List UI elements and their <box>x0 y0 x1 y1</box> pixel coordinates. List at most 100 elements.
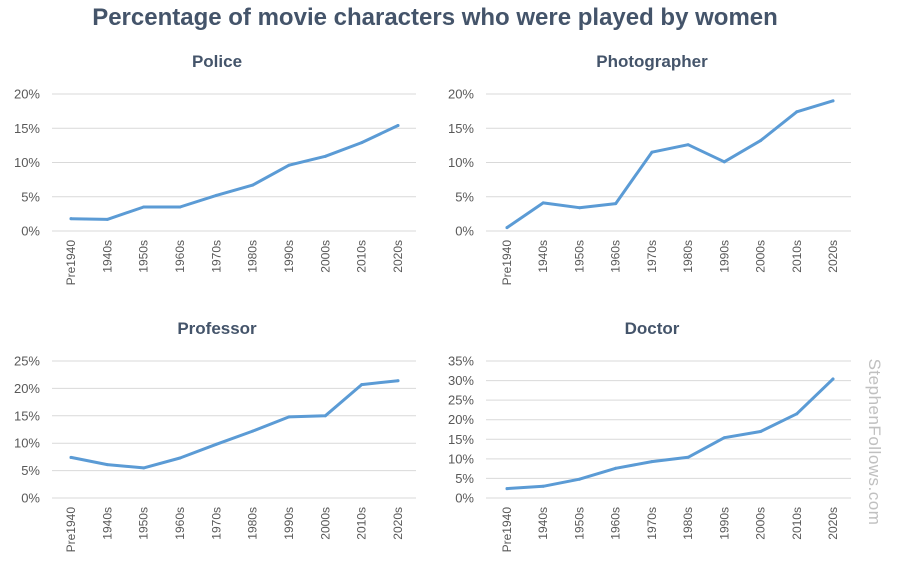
x-tick-label: 1940s <box>100 507 114 540</box>
x-tick-label: 1990s <box>717 507 731 540</box>
y-tick-label: 30% <box>448 373 474 388</box>
x-tick-label: 1960s <box>173 507 187 540</box>
x-tick-label: 2000s <box>318 240 332 273</box>
data-point <box>396 124 400 128</box>
y-tick-label: 5% <box>455 189 474 204</box>
y-tick-label: 10% <box>448 451 474 466</box>
x-tick-label: 2020s <box>391 507 405 540</box>
y-tick-label: 5% <box>455 471 474 486</box>
data-point <box>287 163 291 167</box>
chart-panel-1: Photographer 0% 5% 10% 15% 20% Pre1940 1940s 195… <box>448 52 851 285</box>
x-tick-label: 2010s <box>790 240 804 273</box>
data-point <box>360 383 364 387</box>
data-point <box>759 139 763 143</box>
data-point <box>541 201 545 205</box>
data-point <box>105 463 109 467</box>
data-point <box>178 205 182 209</box>
data-point <box>614 466 618 470</box>
data-point <box>396 379 400 383</box>
data-point <box>251 183 255 187</box>
panel-title: Doctor <box>625 319 680 338</box>
x-tick-label: 2010s <box>355 240 369 273</box>
data-point <box>614 202 618 206</box>
y-tick-label: 20% <box>14 87 40 102</box>
data-point <box>105 217 109 221</box>
data-point <box>69 455 73 459</box>
y-tick-label: 10% <box>14 436 40 451</box>
x-tick-label: Pre1940 <box>64 240 78 286</box>
series-line <box>505 99 835 230</box>
x-tick-label: 1970s <box>209 240 223 273</box>
series-line <box>69 124 400 221</box>
y-tick-label: 5% <box>21 189 40 204</box>
y-tick-label: 20% <box>14 381 40 396</box>
x-tick-label: 1950s <box>572 240 586 273</box>
panel-title: Police <box>192 52 242 71</box>
data-point <box>323 154 327 158</box>
y-tick-label: 10% <box>448 155 474 170</box>
data-point <box>831 99 835 103</box>
y-tick-label: 5% <box>21 463 40 478</box>
x-tick-label: 1990s <box>282 507 296 540</box>
x-tick-label: 1960s <box>173 240 187 273</box>
chart-panel-2: Professor 0% 5% 10% 15% 20% 25% Pre1940 1940s 195… <box>14 319 416 552</box>
y-tick-label: 35% <box>448 354 474 369</box>
panel-title: Professor <box>177 319 257 338</box>
x-tick-label: 1940s <box>100 240 114 273</box>
x-tick-label: 2000s <box>754 507 768 540</box>
x-tick-label: 1960s <box>609 240 623 273</box>
y-tick-label: 25% <box>448 393 474 408</box>
y-tick-label: 25% <box>14 354 40 369</box>
data-point <box>287 415 291 419</box>
x-tick-label: 2000s <box>318 507 332 540</box>
data-point <box>142 205 146 209</box>
x-tick-label: 1970s <box>645 240 659 273</box>
data-point <box>686 143 690 147</box>
watermark-text: StephenFollows.com <box>865 358 884 526</box>
data-point <box>178 456 182 460</box>
data-point <box>722 160 726 164</box>
data-point <box>323 414 327 418</box>
data-point <box>686 455 690 459</box>
chart-panel-3: Doctor 0% 5% 10% 15% 20% 25% 30% 35% Pre1940 1940s… <box>448 319 851 552</box>
data-point <box>650 150 654 154</box>
y-tick-label: 0% <box>21 491 40 506</box>
x-tick-label: 2020s <box>391 240 405 273</box>
data-point <box>831 377 835 381</box>
x-tick-label: 2020s <box>826 240 840 273</box>
data-point <box>251 429 255 433</box>
data-point <box>795 110 799 114</box>
y-tick-label: 15% <box>14 121 40 136</box>
series-line <box>69 379 400 470</box>
data-point <box>505 226 509 230</box>
y-tick-label: 0% <box>21 224 40 239</box>
data-point <box>795 412 799 416</box>
y-tick-label: 15% <box>448 121 474 136</box>
x-tick-label: 1980s <box>246 507 260 540</box>
y-tick-label: 0% <box>455 224 474 239</box>
x-tick-label: Pre1940 <box>500 507 514 553</box>
x-tick-label: 1950s <box>572 507 586 540</box>
x-tick-label: 2010s <box>355 507 369 540</box>
x-tick-label: 1960s <box>609 507 623 540</box>
y-tick-label: 15% <box>448 432 474 447</box>
y-tick-label: 15% <box>14 408 40 423</box>
x-tick-label: 2010s <box>790 507 804 540</box>
y-tick-label: 10% <box>14 155 40 170</box>
x-tick-label: Pre1940 <box>64 507 78 553</box>
chart-panel-0: Police 0% 5% 10% 15% 20% Pre1940 1940s 1950s 1960… <box>14 52 416 285</box>
x-tick-label: 1990s <box>282 240 296 273</box>
data-point <box>505 487 509 491</box>
x-tick-label: 1970s <box>209 507 223 540</box>
data-point <box>214 442 218 446</box>
x-tick-label: 1990s <box>717 240 731 273</box>
x-tick-label: 1950s <box>137 507 151 540</box>
data-point <box>214 193 218 197</box>
x-tick-label: 1980s <box>246 240 260 273</box>
data-point <box>69 217 73 221</box>
x-tick-label: 1950s <box>137 240 151 273</box>
x-tick-label: 2000s <box>754 240 768 273</box>
x-tick-label: 2020s <box>826 507 840 540</box>
data-point <box>541 484 545 488</box>
